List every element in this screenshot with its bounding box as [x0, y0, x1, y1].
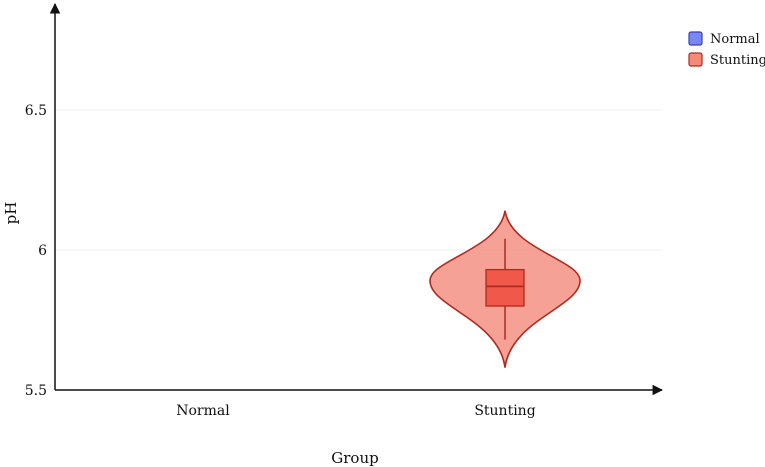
y-tick-labels: 5.566.577.58: [25, 103, 47, 399]
legend-item: Stunting: [688, 52, 765, 68]
x-tick-labels: Normal Stunting: [176, 403, 535, 419]
legend-swatch: [688, 31, 703, 46]
legend-label: Normal: [710, 32, 760, 47]
legend-label: Stunting: [710, 53, 765, 68]
legend-item: Normal: [688, 31, 760, 47]
legend-swatch: [688, 52, 703, 67]
violins: [429, 210, 581, 368]
x-axis-title: Group: [331, 449, 378, 467]
y-axis-title: pH: [2, 202, 20, 225]
violin-stunting: [429, 210, 581, 368]
y-tick-label: 6.5: [25, 103, 47, 119]
gridlines: [55, 109, 662, 251]
x-tick-label: Stunting: [474, 403, 535, 419]
y-tick-label: 5.5: [25, 383, 47, 399]
x-tick-label: Normal: [176, 403, 230, 419]
box: [485, 268, 525, 307]
legend: Normal Stunting: [688, 31, 765, 68]
y-tick-label: 6: [38, 243, 47, 259]
